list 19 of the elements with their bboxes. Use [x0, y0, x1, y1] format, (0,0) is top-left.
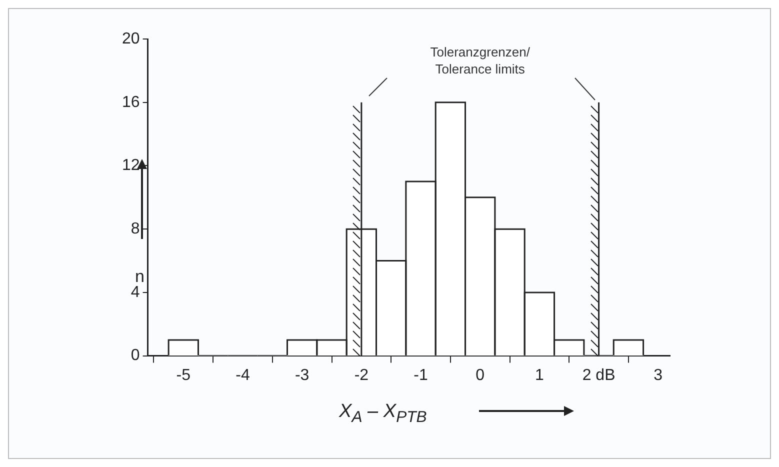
x-tick-label: -4: [236, 366, 250, 384]
x-tick-label: -1: [414, 366, 428, 384]
x-tick-label: -3: [294, 366, 310, 384]
y-tick-label: 12: [122, 157, 140, 174]
annotation: Toleranzgrenzen/: [430, 44, 530, 60]
x-tick-label: -5: [176, 366, 191, 384]
y-tick-label: 8: [130, 220, 140, 238]
y-tick-label: 4: [130, 284, 140, 301]
y-axis-title: n: [135, 267, 144, 286]
y-tick-label: 0: [130, 347, 140, 364]
annotation: Tolerance limits: [435, 62, 526, 77]
y-tick-label: 20: [122, 30, 140, 48]
x-tick-label: 3: [654, 366, 663, 384]
x-tick-label: 2 dB: [582, 366, 616, 384]
y-tick-label: 16: [122, 94, 140, 111]
x-tick-label: 1: [534, 366, 544, 384]
x-tick-label: 0: [476, 366, 485, 384]
x-tick-label: -2: [354, 366, 369, 384]
x-axis-title: X$_{A}$ – X$_{PTB}$: [339, 401, 427, 427]
